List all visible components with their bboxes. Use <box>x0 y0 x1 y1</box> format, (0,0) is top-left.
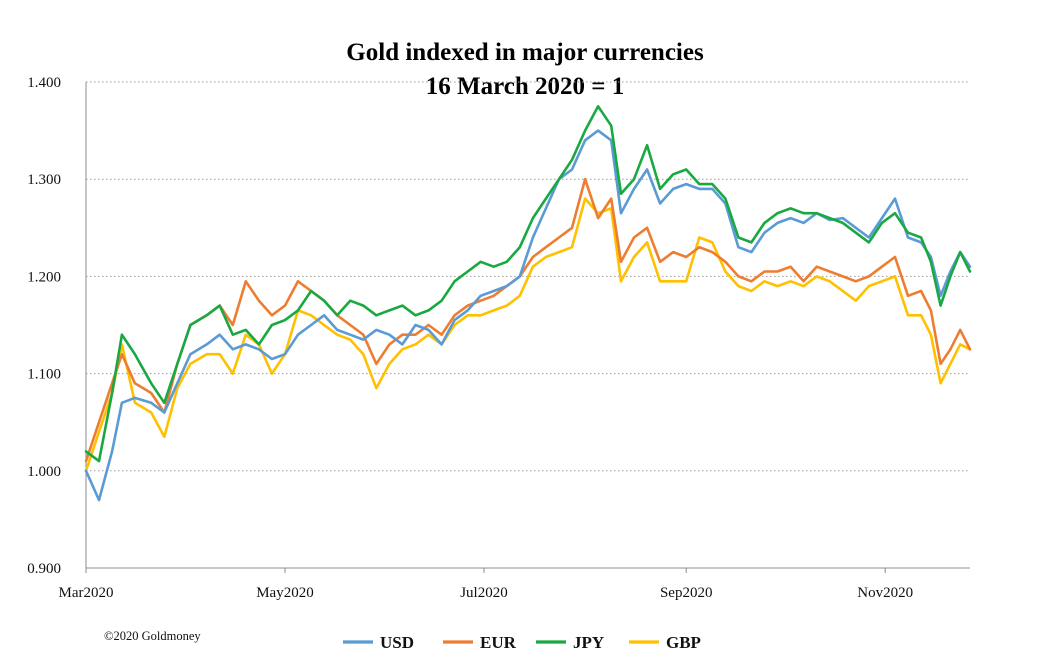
y-tick-label: 1.200 <box>27 269 61 285</box>
axes <box>85 82 970 569</box>
chart-subtitle: 16 March 2020 = 1 <box>426 73 625 100</box>
y-tick-label: 1.100 <box>27 367 61 383</box>
x-tick-label: Mar2020 <box>59 585 114 601</box>
legend-label-gbp: GBP <box>666 633 701 652</box>
series-line-eur <box>84 177 972 463</box>
legend: USD EUR JPY GBP <box>343 633 701 652</box>
y-tick-label: 1.400 <box>27 75 61 91</box>
y-tick-label: 1.300 <box>27 172 61 188</box>
copyright-note: ©2020 Goldmoney <box>104 629 201 643</box>
x-tick-label: Jul2020 <box>460 585 508 601</box>
x-axis-ticks: Mar2020 May2020 Jul2020 Sep2020 Nov2020 <box>59 568 913 601</box>
x-tick-label: May2020 <box>256 585 314 601</box>
legend-label-jpy: JPY <box>573 633 604 652</box>
series-lines <box>84 105 972 502</box>
x-tick-label: Nov2020 <box>857 585 913 601</box>
series-line-gbp <box>84 197 972 473</box>
gridlines <box>86 81 970 472</box>
y-axis-ticks: 0.900 1.000 1.100 1.200 1.300 1.400 <box>27 75 61 577</box>
series-line-usd <box>84 129 972 502</box>
y-tick-label: 0.900 <box>27 561 61 577</box>
legend-label-usd: USD <box>380 633 414 652</box>
series-line-jpy <box>84 105 972 463</box>
y-tick-label: 1.000 <box>27 464 61 480</box>
x-tick-label: Sep2020 <box>660 585 713 601</box>
chart-title: Gold indexed in major currencies <box>346 39 704 66</box>
legend-label-eur: EUR <box>480 633 517 652</box>
